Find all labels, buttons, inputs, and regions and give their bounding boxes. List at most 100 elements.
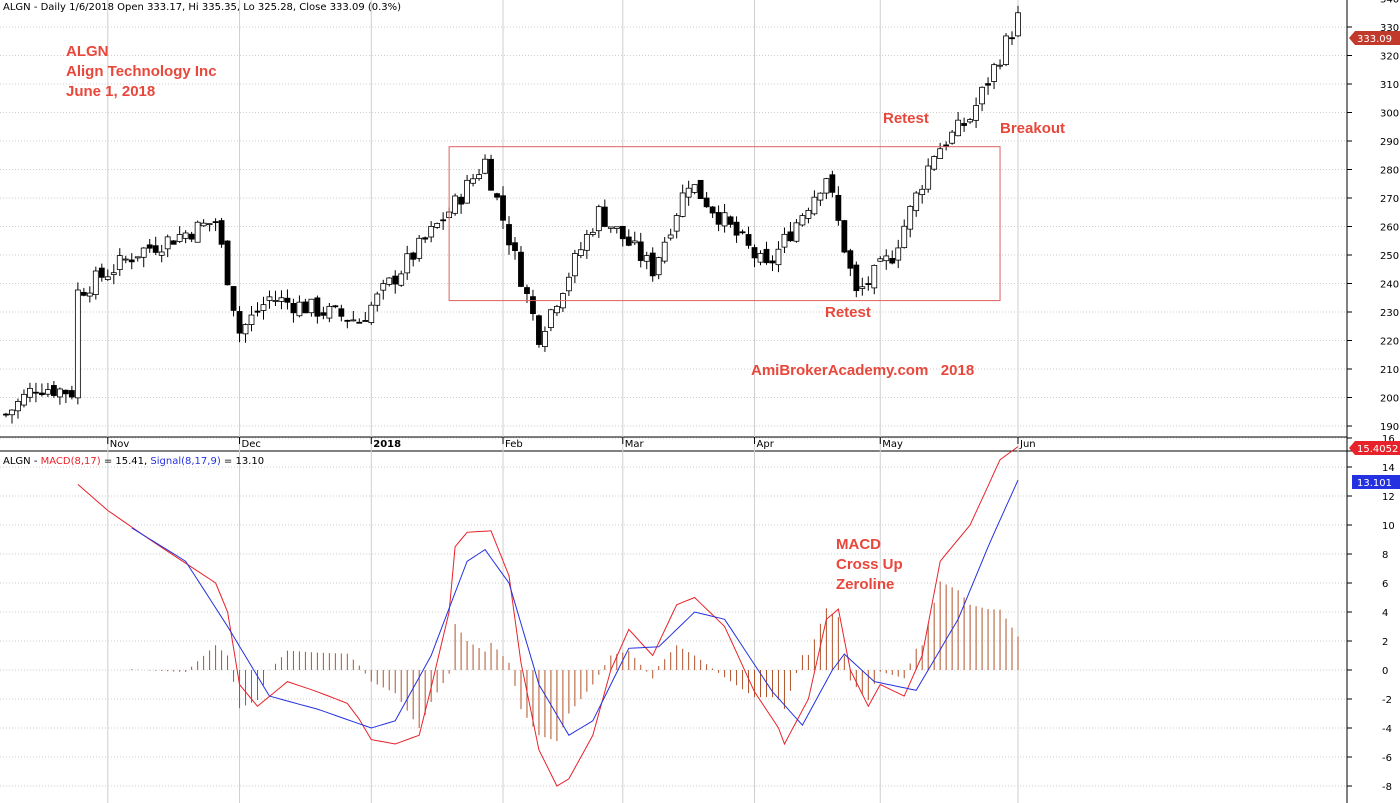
candle-body: [907, 205, 914, 230]
candle-body: [80, 291, 87, 296]
candle-body: [757, 253, 764, 263]
macd-y-tick-label: -4: [1382, 724, 1392, 735]
candle-body: [727, 216, 734, 225]
candle-body: [991, 64, 997, 82]
candle-body: [236, 311, 243, 334]
candle-body: [901, 225, 908, 249]
candle-body: [176, 234, 183, 242]
candle-body: [344, 319, 351, 322]
candle-body: [643, 255, 650, 262]
candle-body: [326, 305, 333, 319]
candle-body: [733, 221, 740, 236]
candle-body: [877, 258, 884, 262]
candle-body: [27, 387, 33, 398]
candle-body: [673, 215, 680, 232]
candle-body: [21, 393, 27, 406]
candle-body: [745, 234, 752, 246]
candle-body: [104, 276, 111, 280]
x-tick-label: Nov: [110, 439, 130, 450]
last-price-badge-text: 333.09: [1357, 34, 1392, 45]
candle-body: [248, 314, 255, 325]
x-tick-label: Jun: [1019, 439, 1036, 450]
candle-body: [1015, 12, 1021, 37]
candle-body: [625, 236, 632, 246]
candle-body: [51, 385, 57, 396]
candle-body: [188, 233, 195, 240]
candle-body: [865, 283, 872, 285]
macd-header-value: = 15.41,: [101, 456, 151, 467]
candle-body: [476, 174, 482, 180]
price-gridlines: [0, 0, 1347, 803]
price-y-tick-label: 200: [1380, 394, 1399, 405]
annotation-macd-line1: MACD: [836, 536, 881, 553]
candle-body: [518, 251, 524, 287]
candle-body: [973, 105, 979, 121]
signal-value-badge-text: 13.101: [1357, 478, 1392, 489]
price-y-tick-label: 290: [1380, 137, 1399, 148]
signal-line: [131, 479, 1019, 736]
price-y-axis: 190 200 210 220 230 240 250 260 270 280 290 300 310 3…: [1347, 0, 1399, 433]
signal-header-label: Signal(8,17,9): [150, 456, 220, 467]
candle-body: [607, 226, 614, 229]
price-y-tick-label: 190: [1380, 422, 1399, 433]
candle-body: [685, 187, 692, 198]
annotation-ticker: ALGN: [66, 43, 109, 60]
candle-body: [98, 267, 105, 278]
annotation-macd-line3: Zeroline: [836, 576, 894, 593]
candle-body: [536, 315, 542, 345]
candle-body: [140, 247, 147, 258]
candle-body: [62, 389, 69, 395]
candle-body: [488, 158, 494, 191]
annotation-macd-line2: Cross Up: [836, 556, 903, 573]
price-y-tick-label: 230: [1380, 308, 1399, 319]
candle-body: [152, 245, 159, 253]
macd-y-tick-label: 6: [1382, 579, 1388, 590]
candle-body: [979, 86, 985, 105]
candle-body: [583, 234, 590, 251]
macd-y-tick-label: 0: [1382, 666, 1388, 677]
candle-body: [679, 192, 686, 217]
candle-body: [829, 174, 836, 193]
candle-body: [985, 83, 991, 86]
candlestick-series: [3, 5, 1021, 424]
candle-body: [470, 178, 476, 184]
candle-body: [691, 184, 698, 193]
candle-body: [170, 240, 177, 245]
candle-body: [703, 197, 710, 208]
price-y-tick-label: 210: [1380, 365, 1399, 376]
candle-body: [631, 240, 638, 244]
annotation-company: Align Technology Inc: [66, 63, 217, 80]
price-y-tick-label: 330: [1380, 23, 1399, 34]
candle-body: [290, 302, 297, 314]
x-tick-label: Mar: [625, 439, 645, 450]
price-y-tick-label: 310: [1380, 80, 1399, 91]
candle-body: [33, 391, 39, 394]
annotation-watermark: AmiBrokerAcademy.com 2018: [751, 362, 974, 379]
candle-body: [506, 224, 512, 246]
candle-body: [218, 220, 225, 245]
candle-body: [697, 179, 704, 199]
price-y-tick-label: 250: [1380, 251, 1399, 262]
candle-body: [667, 234, 674, 239]
candle-body: [655, 257, 662, 276]
candle-body: [158, 251, 165, 256]
candle-body: [871, 264, 878, 289]
candle-body: [428, 226, 435, 238]
candle-body: [39, 392, 45, 396]
candle-body: [601, 206, 608, 227]
annotation-breakout: Breakout: [1000, 120, 1065, 137]
price-y-tick-label: 340: [1380, 0, 1399, 6]
candle-body: [278, 297, 285, 302]
candle-body: [380, 283, 387, 291]
candle-body: [949, 131, 956, 144]
candle-body: [524, 287, 530, 294]
candle-body: [805, 210, 812, 219]
macd-y-tick-label: 14: [1382, 463, 1395, 474]
candle-body: [482, 158, 488, 174]
candle-body: [284, 297, 291, 303]
candle-body: [835, 194, 842, 221]
candle-body: [554, 305, 560, 314]
candle-body: [823, 178, 830, 194]
candle-body: [374, 293, 381, 306]
macd-y-tick-label: 2: [1382, 637, 1388, 648]
